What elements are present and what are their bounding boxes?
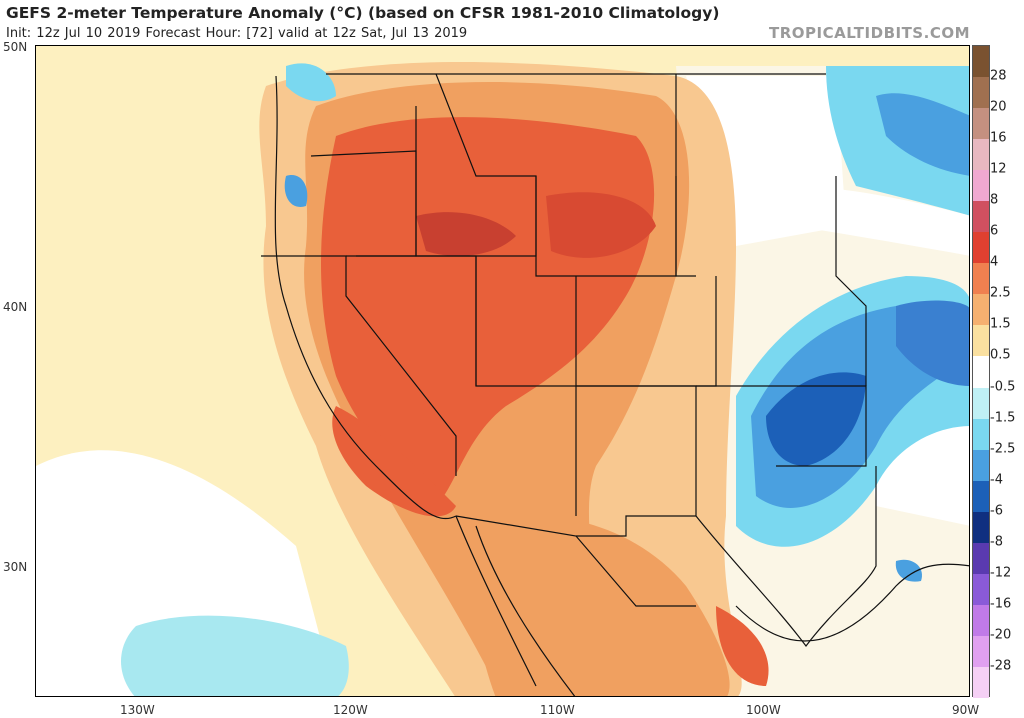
colorbar-label: 20 <box>990 99 1007 115</box>
colorbar-label: 0.5 <box>990 347 1011 363</box>
colorbar-segment <box>973 480 989 512</box>
region-cold-midwest <box>876 93 969 176</box>
region-cool-pacific <box>121 615 349 696</box>
region-coldest-oklahoma <box>766 372 866 466</box>
colorbar-segment <box>973 77 989 109</box>
latitude-label: 40N <box>3 300 28 314</box>
brand-watermark: TROPICALTIDBITS.COM <box>769 24 970 42</box>
chart-subtitle: Init: 12z Jul 10 2019 Forecast Hour: [72… <box>6 26 468 41</box>
oklahoma-border <box>696 385 867 467</box>
colorbar-label: 12 <box>990 161 1007 177</box>
colorbar-segment <box>973 418 989 450</box>
colorbar-segment <box>973 542 989 574</box>
longitude-label: 90W <box>952 703 980 717</box>
pacific-coastline <box>274 75 457 520</box>
colorbar-label: -8 <box>990 534 1003 550</box>
us-mexico-border <box>455 515 696 607</box>
colorbar-segment <box>973 387 989 419</box>
colorbar-segment <box>973 573 989 605</box>
california-nevada-border <box>261 255 457 476</box>
region-cool-gulf-coast <box>895 559 922 582</box>
baja-coastline <box>455 515 576 696</box>
chart-title: GEFS 2-meter Temperature Anomaly (°C) (b… <box>6 4 720 22</box>
region-hottest-wyoming <box>546 192 656 258</box>
colorbar-label: -2.5 <box>990 441 1016 457</box>
colorbar-label: -28 <box>990 658 1012 674</box>
colorbar-segment <box>973 263 989 295</box>
region-hottest-idaho <box>416 212 516 256</box>
region-hot-northeast-mexico <box>716 606 769 686</box>
colorbar-label: 28 <box>990 68 1007 84</box>
colorbar-segment <box>973 449 989 481</box>
region-cold-missouri <box>896 300 969 386</box>
latitude-label: 30N <box>3 560 28 574</box>
latitude-label: 50N <box>3 40 28 54</box>
colorbar-label: -20 <box>990 627 1012 643</box>
colorbar-label: -0.5 <box>990 379 1016 395</box>
colorbar-label: 4 <box>990 254 999 270</box>
region-cool-pacific-northwest <box>286 63 336 102</box>
colorbar-label: -16 <box>990 596 1012 612</box>
colorbar-segment <box>973 511 989 543</box>
colorbar-segment <box>973 356 989 388</box>
colorbar-label: 2.5 <box>990 285 1011 301</box>
colorbar-label: 1.5 <box>990 316 1011 332</box>
colorbar-segment <box>973 232 989 264</box>
colorbar-label: 8 <box>990 192 999 208</box>
colorbar-segment <box>973 170 989 202</box>
region-warm-mexico <box>472 513 730 696</box>
colorbar-label: 16 <box>990 130 1007 146</box>
colorbar-segment <box>973 201 989 233</box>
dakotas-border <box>675 74 696 277</box>
colorbar-segment <box>973 635 989 667</box>
region-near-normal-iowa <box>786 186 969 256</box>
anomaly-map <box>35 45 970 697</box>
colorbar-segment <box>973 294 989 326</box>
colorbar-segment <box>973 139 989 171</box>
colorbar-label: 6 <box>990 223 999 239</box>
boundary-lines <box>261 73 969 696</box>
plains-border <box>835 176 867 386</box>
longitude-label: 130W <box>120 703 155 717</box>
region-hot-california <box>332 406 456 517</box>
colorbar-segment <box>973 108 989 140</box>
gulf-coastline <box>735 563 969 642</box>
colorbar-label: -4 <box>990 472 1003 488</box>
region-cool-washington-coast <box>284 175 308 207</box>
colorbar-segment <box>973 666 989 698</box>
colorbar-segment <box>973 325 989 357</box>
longitude-label: 100W <box>746 703 781 717</box>
colorbar-label: -6 <box>990 503 1003 519</box>
colorbar-label: -12 <box>990 565 1012 581</box>
map-svg <box>36 46 969 696</box>
colorbar-segment <box>973 604 989 636</box>
colorbar <box>972 45 990 698</box>
colorbar-segment <box>973 46 989 78</box>
texas-border <box>695 466 877 647</box>
longitude-label: 120W <box>333 703 368 717</box>
longitude-label: 110W <box>540 703 575 717</box>
new-mexico-border <box>576 385 697 537</box>
colorbar-label: -1.5 <box>990 410 1016 426</box>
